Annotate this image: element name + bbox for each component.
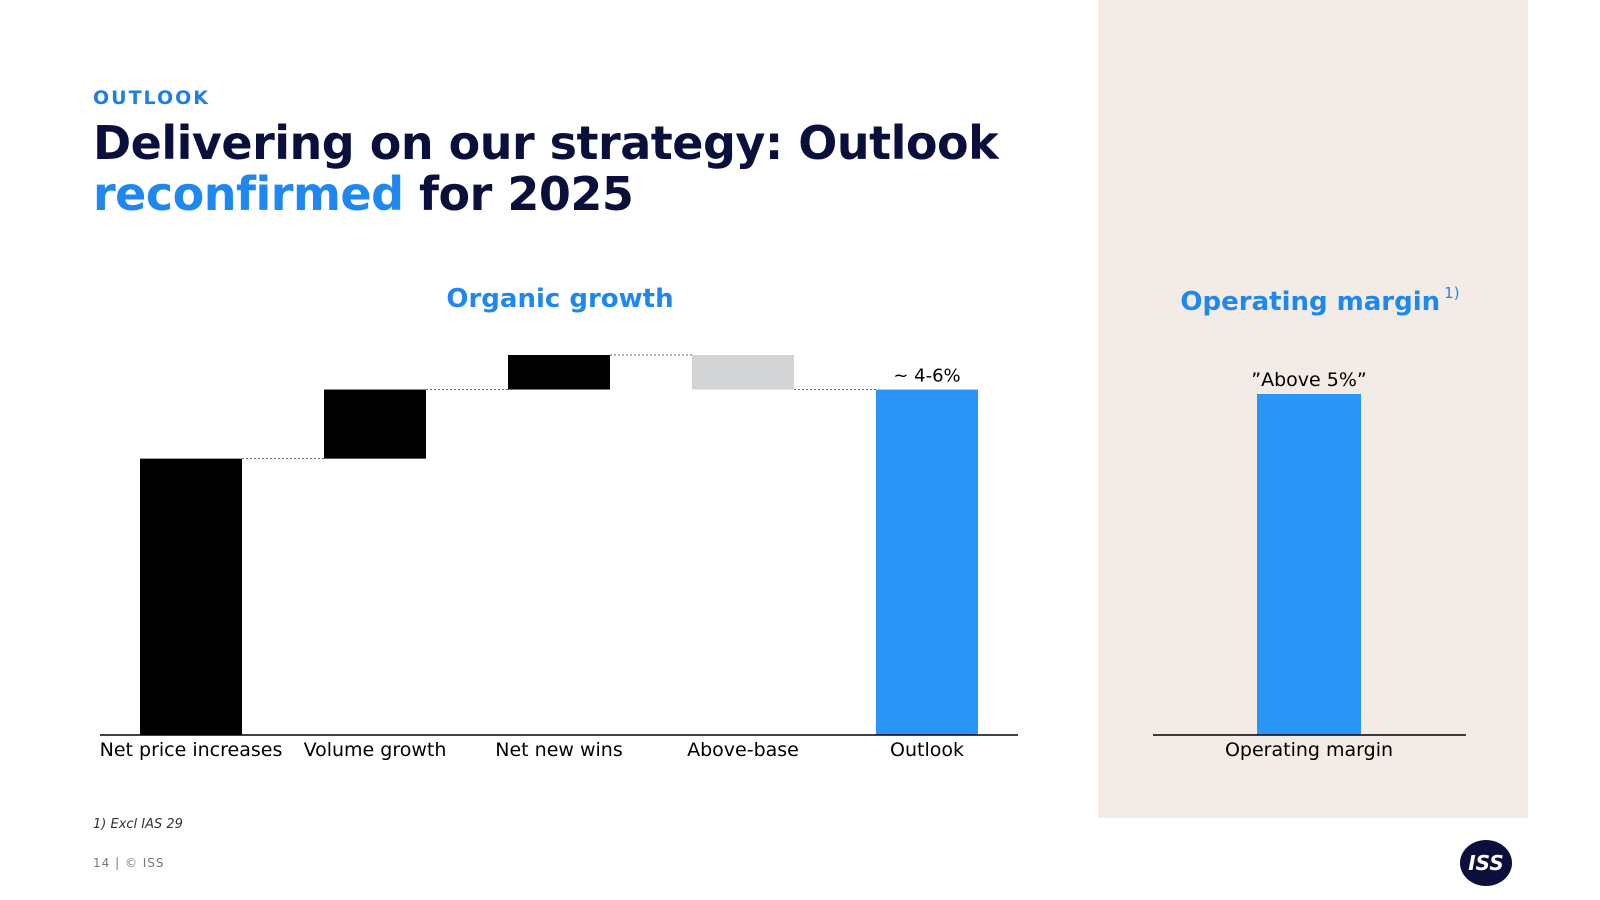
operating-margin-data-label: ”Above 5%” bbox=[1251, 369, 1366, 391]
operating-margin-bar bbox=[1257, 394, 1361, 735]
waterfall-tick-label-1: Net price increases bbox=[100, 739, 283, 761]
waterfall-bar-2 bbox=[324, 389, 426, 459]
waterfall-bar-1 bbox=[140, 458, 242, 735]
waterfall-bar-3 bbox=[508, 355, 610, 390]
operating-margin-chart-title: Operating margin 1) bbox=[1130, 284, 1510, 317]
iss-logo: ISS bbox=[1460, 840, 1512, 886]
waterfall-bars: ~ 4-6% bbox=[140, 355, 978, 735]
page-title: Delivering on our strategy: Outlook reco… bbox=[93, 116, 999, 221]
logo-text: ISS bbox=[1468, 851, 1504, 875]
title-line-1: Delivering on our strategy: Outlook bbox=[93, 116, 999, 170]
waterfall-tick-label-4: Above-base bbox=[687, 739, 799, 761]
waterfall-bar-5 bbox=[876, 389, 978, 735]
waterfall-connectors bbox=[242, 354, 876, 460]
title-rest: for 2025 bbox=[403, 167, 634, 221]
waterfall-tick-labels: Net price increases Volume growth Net new … bbox=[100, 739, 964, 761]
title-accent-word: reconfirmed bbox=[93, 167, 404, 221]
waterfall-tick-label-2: Volume growth bbox=[304, 739, 447, 761]
footnote: 1) Excl IAS 29 bbox=[93, 817, 183, 832]
waterfall-data-label: ~ 4-6% bbox=[893, 366, 960, 387]
waterfall-tick-label-3: Net new wins bbox=[495, 739, 622, 761]
operating-margin-title-text: Operating margin bbox=[1180, 287, 1441, 317]
title-footnote-marker: 1) bbox=[1444, 284, 1460, 302]
section-kicker: OUTLOOK bbox=[93, 87, 210, 109]
waterfall-bar-4 bbox=[692, 355, 794, 390]
organic-growth-chart-title: Organic growth bbox=[446, 284, 674, 314]
operating-margin-chart: ”Above 5%” Operating margin bbox=[1153, 369, 1466, 761]
operating-margin-tick-label: Operating margin bbox=[1225, 739, 1393, 761]
page-number: 14 | © ISS bbox=[93, 856, 165, 870]
waterfall-tick-label-5: Outlook bbox=[890, 739, 964, 761]
